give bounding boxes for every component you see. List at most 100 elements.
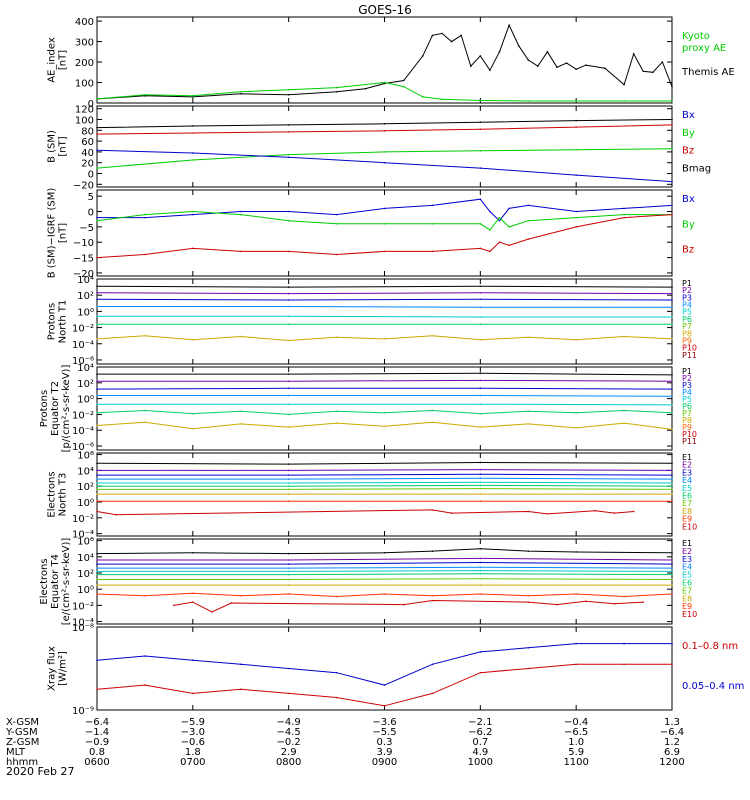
data-point	[383, 222, 386, 225]
y-tick-label: 10⁻⁴	[72, 530, 94, 541]
legend-entry: P10	[682, 430, 697, 439]
data-point	[383, 425, 386, 428]
legend-entry: E4	[682, 563, 692, 572]
y-axis-label: [nT]	[58, 223, 69, 243]
data-point	[479, 593, 482, 595]
data-point	[96, 688, 98, 691]
data-point	[594, 509, 597, 512]
legend-entry: Bz	[682, 245, 694, 256]
orbit-value: −6.5	[564, 727, 588, 738]
legend-entry: E1	[682, 539, 692, 548]
data-point	[479, 461, 482, 464]
legend-entry: By	[682, 219, 695, 230]
data-point	[96, 149, 98, 152]
y-tick-label: 10⁻⁹	[72, 706, 94, 717]
orbit-row-label: X-GSM	[6, 717, 39, 728]
y-tick-label: −15	[73, 254, 94, 265]
orbit-value: 1.3	[664, 717, 680, 728]
data-point	[96, 469, 98, 472]
y-axis-label: Electrons	[47, 471, 58, 517]
data-point	[479, 651, 482, 653]
legend-entry: 0.1–0.8 nm	[682, 641, 738, 652]
data-point	[383, 684, 386, 686]
y-tick-label: 10²	[77, 569, 94, 580]
series-line-E10	[173, 599, 644, 613]
data-point	[96, 216, 98, 219]
data-point	[287, 567, 290, 569]
data-point	[431, 34, 434, 37]
data-point	[479, 128, 482, 131]
data-point	[441, 98, 443, 101]
panel-frame	[96, 278, 673, 365]
data-point	[96, 291, 98, 294]
legend-entry: P11	[682, 437, 697, 446]
data-point	[508, 207, 510, 210]
data-point	[96, 474, 98, 476]
data-point	[287, 578, 290, 581]
legend-entry: Bz	[682, 146, 694, 157]
data-point	[239, 250, 242, 253]
data-point	[287, 559, 290, 561]
data-point	[613, 512, 616, 514]
data-point	[671, 388, 673, 390]
data-point	[584, 600, 587, 603]
legend-entry: P10	[682, 344, 697, 353]
data-point	[479, 150, 482, 152]
orbit-value: 2.9	[281, 747, 297, 758]
orbit-value: 0.3	[377, 737, 393, 748]
data-point	[556, 603, 558, 606]
y-tick-label: −5	[79, 223, 94, 234]
panel-frame	[96, 16, 673, 104]
y-tick-label: 40	[81, 148, 94, 159]
legend-entry: E7	[682, 586, 692, 595]
series-line-P5	[97, 403, 673, 406]
data-point	[431, 550, 434, 552]
data-point	[287, 500, 290, 503]
data-point	[192, 412, 194, 415]
data-point	[287, 469, 290, 472]
data-point	[287, 88, 290, 91]
orbit-value: −4.5	[277, 727, 301, 738]
data-point	[632, 53, 635, 55]
data-point	[383, 593, 386, 595]
data-point	[96, 388, 98, 390]
data-point	[239, 90, 242, 93]
data-point	[671, 428, 673, 431]
data-point	[671, 462, 673, 465]
y-tick-label: 10⁰	[77, 307, 94, 318]
series-line-E7	[97, 578, 673, 580]
data-point	[96, 285, 98, 288]
data-point	[335, 671, 338, 674]
orbit-value: 1.0	[568, 737, 584, 748]
legend-entry: E5	[682, 571, 692, 580]
legend-entry: P5	[682, 395, 692, 404]
data-point	[287, 573, 290, 576]
data-point	[431, 599, 434, 602]
data-point	[431, 204, 434, 207]
y-tick-label: 10⁻⁸	[72, 623, 94, 634]
legend-entry: Bmag	[682, 163, 711, 174]
data-point	[508, 226, 510, 228]
data-point	[96, 256, 98, 259]
series-line-By	[96, 210, 672, 231]
data-point	[613, 602, 616, 605]
data-point	[287, 210, 290, 213]
data-point	[671, 493, 673, 495]
data-point	[671, 213, 673, 216]
data-point	[575, 216, 577, 219]
y-tick-label: −20	[73, 180, 94, 191]
data-point	[96, 593, 98, 595]
series-line-P1	[96, 285, 673, 288]
data-point	[527, 336, 530, 339]
data-point	[527, 219, 530, 222]
data-point	[287, 373, 290, 375]
data-point	[431, 334, 434, 337]
data-point	[287, 593, 290, 595]
orbit-value: 3.9	[377, 747, 393, 758]
data-point	[527, 100, 530, 102]
data-point	[383, 551, 386, 554]
data-point	[508, 24, 510, 26]
y-tick-label: 10⁶	[77, 451, 94, 462]
